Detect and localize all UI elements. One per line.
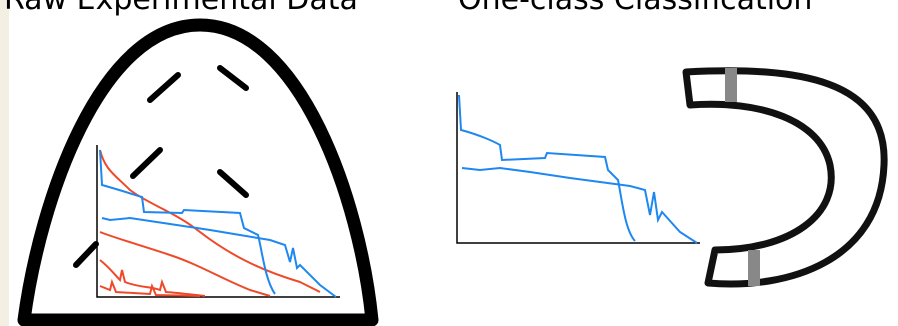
inner-chart (97, 145, 340, 297)
haystack (24, 25, 372, 320)
classified-chart (457, 92, 700, 243)
side-strip (0, 0, 9, 326)
magnet (686, 71, 884, 284)
magnet-band (748, 250, 760, 286)
diagram: Raw Experimental Data One-class Classifi… (0, 0, 898, 326)
left-title: Raw Experimental Data (4, 0, 358, 17)
magnet-band (725, 68, 737, 102)
right-title: One-class Classification (458, 0, 812, 17)
